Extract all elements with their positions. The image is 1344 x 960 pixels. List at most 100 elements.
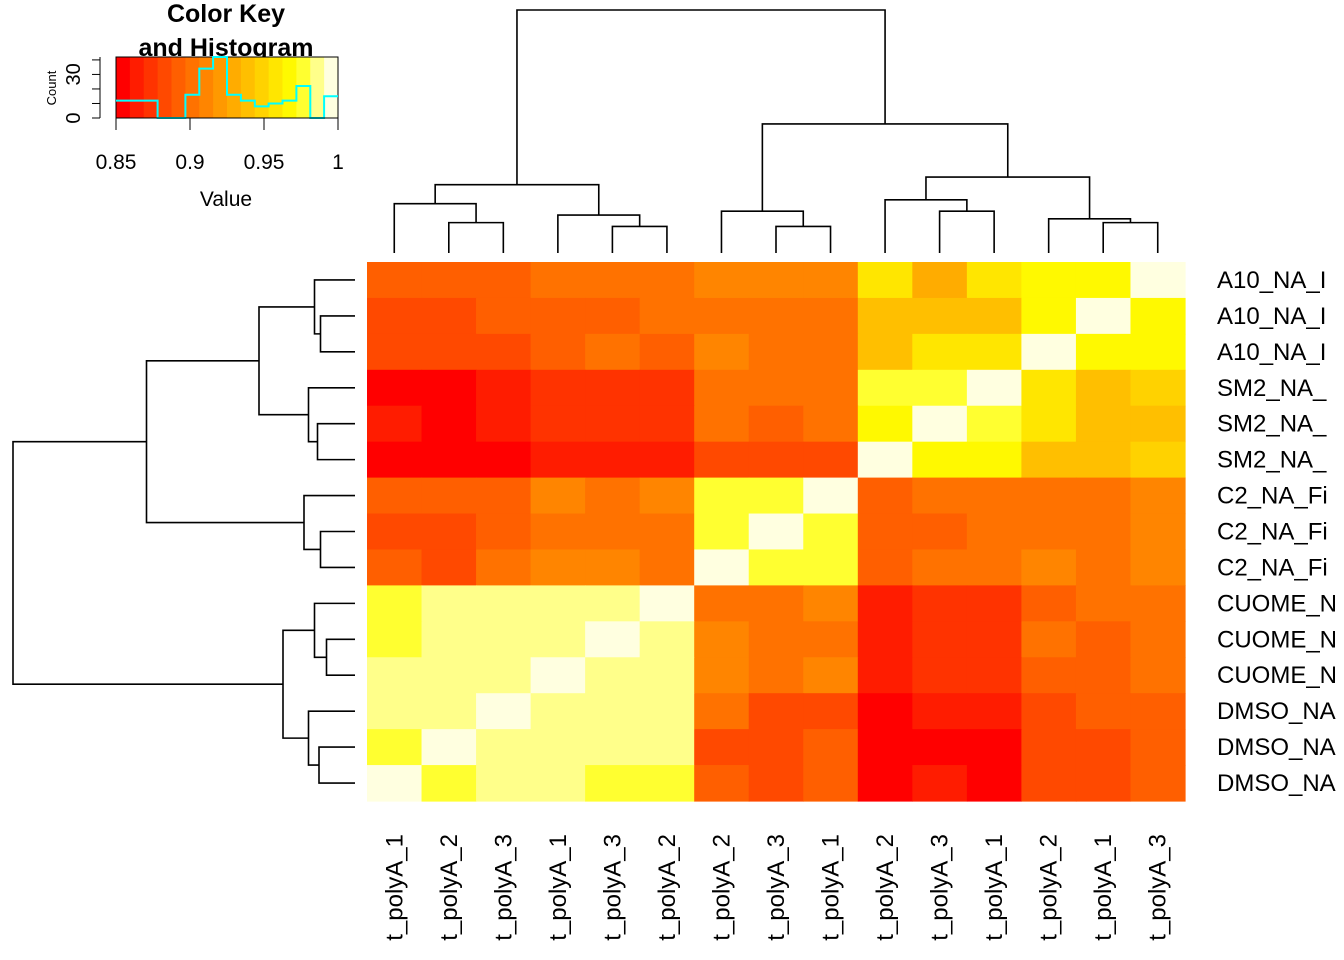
heatmap-cell: [367, 729, 423, 766]
color-key-swatch: [171, 57, 186, 118]
heatmap-cell: [803, 657, 859, 694]
heatmap-cell: [803, 693, 859, 730]
heatmap-cell: [421, 513, 477, 551]
heatmap-cell: [748, 513, 804, 551]
row-label: DMSO_NA: [1217, 734, 1336, 761]
heatmap-cell: [857, 405, 913, 443]
dendrogram-branch: [307, 386, 355, 443]
heatmap-cell: [367, 513, 423, 551]
heatmap-cell: [1021, 477, 1077, 515]
heatmap-cell: [748, 729, 804, 766]
column-label: t_polyA_3: [763, 834, 790, 941]
heatmap-cell: [530, 441, 586, 479]
key-x-tick-label: 0.9: [175, 151, 204, 174]
heatmap-cell: [912, 585, 968, 622]
heatmap-cell: [585, 693, 641, 730]
dendrogram-branch: [316, 422, 355, 461]
heatmap-cell: [421, 621, 477, 658]
heatmap-cell: [639, 513, 695, 551]
dendrogram-branch: [319, 530, 355, 569]
heatmap-cell: [966, 262, 1022, 299]
heatmap-cell: [421, 657, 477, 694]
heatmap-cell: [748, 477, 804, 515]
heatmap-cell: [694, 549, 750, 586]
column-label: t_polyA_2: [709, 834, 736, 941]
heatmap-cells: [367, 262, 1186, 802]
heatmap-cell: [367, 765, 423, 802]
heatmap-cell: [639, 585, 695, 622]
heatmap-cell: [694, 693, 750, 730]
heatmap-cell: [748, 549, 804, 586]
heatmap-cell: [476, 405, 532, 443]
heatmap-cell: [966, 549, 1022, 586]
heatmap-cell: [639, 693, 695, 730]
heatmap-cell: [694, 729, 750, 766]
heatmap-cell: [912, 297, 968, 335]
heatmap-cell: [530, 369, 586, 407]
heatmap-cell: [530, 765, 586, 802]
column-label: t_polyA_1: [1090, 834, 1117, 941]
heatmap-cell: [367, 693, 423, 730]
heatmap-cell: [639, 441, 695, 479]
row-label: C2_NA_Fi: [1217, 554, 1328, 581]
column-label: t_polyA_3: [490, 834, 517, 941]
dendrogram-branch: [434, 183, 600, 216]
heatmap-cell: [421, 297, 477, 335]
heatmap-cell: [530, 621, 586, 658]
color-key-swatch: [157, 57, 173, 118]
heatmap-cell: [530, 549, 586, 586]
dendrogram-branch: [516, 9, 886, 185]
heatmap-cell: [694, 297, 750, 335]
dendrogram-branch: [12, 440, 283, 686]
column-label: t_polyA_1: [818, 834, 845, 941]
heatmap-cell: [367, 333, 423, 371]
dendrogram-branch: [393, 202, 477, 253]
heatmap-cell: [966, 297, 1022, 335]
heatmap-cell: [639, 477, 695, 515]
heatmap-cell: [639, 549, 695, 586]
heatmap-cell: [530, 693, 586, 730]
heatmap-cell: [857, 262, 913, 299]
heatmap-cell: [585, 621, 641, 658]
dendrogram-branch: [720, 210, 805, 253]
heatmap-cell: [1021, 765, 1077, 802]
dendrogram-branch: [448, 221, 505, 253]
heatmap-cell: [367, 405, 423, 443]
heatmap-cell: [857, 513, 913, 551]
column-label: t_polyA_3: [599, 834, 626, 941]
heatmap-cell: [476, 621, 532, 658]
heatmap-cell: [748, 405, 804, 443]
heatmap-cell: [748, 621, 804, 658]
color-key-swatch: [240, 57, 256, 118]
heatmap-cell: [639, 333, 695, 371]
heatmap-cell: [421, 333, 477, 371]
heatmap-cell: [1075, 729, 1132, 766]
heatmap-cell: [694, 262, 750, 299]
dendrogram-branch: [319, 315, 355, 353]
heatmap-cell: [476, 765, 532, 802]
heatmap-cell: [966, 333, 1022, 371]
heatmap-cell: [421, 549, 477, 586]
row-label: A10_NA_I: [1217, 267, 1326, 294]
key-x-tick-label: 0.95: [244, 151, 285, 174]
heatmap-cell: [857, 297, 913, 335]
heatmap-cell: [966, 513, 1022, 551]
heatmap-cell: [966, 477, 1022, 515]
color-key-xlabel: Value: [200, 188, 252, 211]
heatmap-cell: [912, 369, 968, 407]
heatmap-cell: [367, 262, 423, 299]
heatmap-cell: [912, 333, 968, 371]
heatmap-cell: [694, 369, 750, 407]
heatmap-cell: [1130, 729, 1186, 766]
column-dendrogram: [393, 9, 1159, 253]
heatmap-cell: [912, 621, 968, 658]
heatmap-cell: [367, 297, 423, 335]
heatmap-cell: [694, 765, 750, 802]
heatmap-cell: [857, 585, 913, 622]
heatmap-cell: [857, 333, 913, 371]
heatmap-cell: [748, 585, 804, 622]
heatmap-cell: [421, 477, 477, 515]
dendrogram-branch: [557, 214, 641, 253]
heatmap-cell: [1021, 333, 1077, 371]
